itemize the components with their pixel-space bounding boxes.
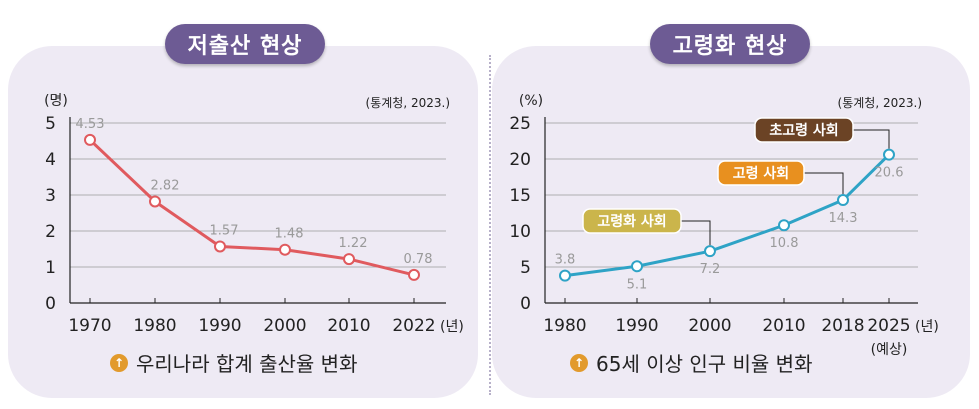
left-data-label: 1.48 [275,227,304,242]
left-xtick-label: 1990 [198,316,241,336]
right-ytick-label: 15 [509,186,531,206]
right-annotation-leader [853,129,890,149]
right-data-point [837,194,849,207]
right-series-line [564,153,891,278]
right-annotation-label: 초고령 사회 [769,123,838,139]
left-xtick-label: 1980 [133,316,176,336]
right-data-label: 20.6 [875,166,904,181]
left-data-label: 4.53 [76,117,105,132]
right-xtick-label: 2018 [821,316,864,336]
left-ytick-label: 1 [45,258,56,278]
left-title-pill: 저출산 현상 [165,24,325,64]
left-data-point [149,195,161,208]
right-xtick-label: 2025 [867,316,910,336]
right-data-point [704,245,716,258]
right-xtick-label: 1990 [615,316,658,336]
left-ytick-label: 5 [45,114,56,134]
left-ytick-label: 3 [45,186,56,206]
right-annotation-leader [804,172,844,195]
right-xtick-label: 1980 [543,316,586,336]
right-xtick-label: 2010 [762,316,805,336]
up-arrow-circle-icon: ↑ [110,353,128,372]
left-data-label: 0.78 [404,252,433,267]
up-arrow-circle-icon: ↑ [570,353,588,372]
left-series-line [88,138,415,277]
right-ytick-label: 5 [520,258,531,278]
right-ytick-label: 0 [520,294,531,314]
right-data-label: 5.1 [627,277,648,292]
panel-divider [489,55,491,395]
left-caption: ↑ 우리나라 합계 출산율 변화 [110,348,357,377]
left-ytick-label: 0 [45,294,56,314]
left-caption-text: 우리나라 합계 출산율 변화 [136,352,358,376]
right-annotation-box [717,160,805,186]
right-source: (통계청, 2023.) [838,96,922,110]
right-data-label: 7.2 [700,262,721,277]
right-data-label: 3.8 [555,253,576,268]
left-data-label: 2.82 [151,178,180,193]
left-data-point [343,253,355,266]
right-x-note: (예상) [871,342,908,358]
left-data-point [84,133,96,146]
left-xlabel: (년) [440,319,464,335]
right-data-point [778,219,790,232]
left-ytick-label: 2 [45,222,56,242]
left-panel [8,46,478,398]
right-data-point [883,148,895,161]
left-xtick-label: 2010 [327,316,370,336]
right-ylabel: (%) [519,93,543,109]
right-annotation-label: 고령화 사회 [597,214,666,230]
left-ylabel: (명) [44,93,68,109]
left-data-label: 1.57 [210,223,239,238]
right-xlabel: (년) [915,319,939,335]
right-ytick-label: 10 [509,222,531,242]
left-data-point [408,268,420,281]
right-annotation-box [582,208,682,234]
right-annotation-box [754,117,854,143]
left-data-point [214,240,226,253]
right-caption: ↑ 65세 이상 인구 비율 변화 [570,348,812,377]
left-xtick-label: 2022 [392,316,435,336]
left-xtick-label: 1970 [68,316,111,336]
right-ytick-label: 25 [509,114,531,134]
right-data-label: 14.3 [829,211,858,226]
right-ytick-label: 20 [509,150,531,170]
right-data-label: 10.8 [770,236,799,251]
left-data-point [279,243,291,256]
right-annotation-label: 고령 사회 [733,166,789,182]
left-ytick-label: 4 [45,150,56,170]
left-data-label: 1.22 [339,236,368,251]
right-annotation-leader [681,220,711,246]
right-data-point [631,260,643,273]
right-xtick-label: 2000 [688,316,731,336]
right-title-pill: 고령화 현상 [650,24,810,64]
right-panel [492,46,970,398]
left-source: (통계청, 2023.) [366,96,450,110]
right-data-point [559,269,571,282]
left-xtick-label: 2000 [263,316,306,336]
right-caption-text: 65세 이상 인구 비율 변화 [596,352,813,376]
